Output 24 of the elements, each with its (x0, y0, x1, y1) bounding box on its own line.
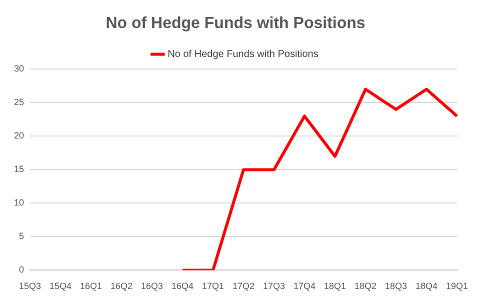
y-tick-label: 25 (14, 97, 24, 108)
x-tick-label: 15Q4 (49, 281, 72, 292)
x-tick-label: 17Q4 (293, 281, 316, 292)
x-tick-label: 18Q4 (415, 281, 438, 292)
y-tick-label: 10 (14, 198, 24, 208)
x-tick-label: 15Q3 (18, 281, 42, 292)
x-tick-label: 18Q3 (384, 281, 408, 292)
y-tick-label: 20 (14, 130, 24, 141)
x-tick-label: 16Q4 (171, 281, 194, 292)
x-tick-label: 17Q2 (232, 281, 255, 292)
x-tick-label: 16Q2 (110, 281, 133, 292)
y-tick-label: 0 (18, 264, 24, 275)
x-tick-label: 16Q3 (140, 281, 164, 292)
legend-label: No of Hedge Funds with Positions (168, 48, 318, 60)
x-tick-label: 16Q1 (80, 281, 102, 292)
x-tick-label: 17Q3 (262, 281, 286, 292)
y-tick-label: 30 (14, 64, 24, 74)
y-tick-label: 5 (18, 231, 24, 242)
y-tick-label: 15 (14, 164, 24, 174)
chart-title: No of Hedge Funds with Positions (106, 15, 366, 32)
x-tick-label: 17Q1 (202, 281, 224, 292)
x-tick-label: 18Q2 (354, 281, 377, 292)
x-tick-label: 19Q1 (446, 281, 468, 292)
x-tick-label: 18Q1 (324, 281, 346, 292)
